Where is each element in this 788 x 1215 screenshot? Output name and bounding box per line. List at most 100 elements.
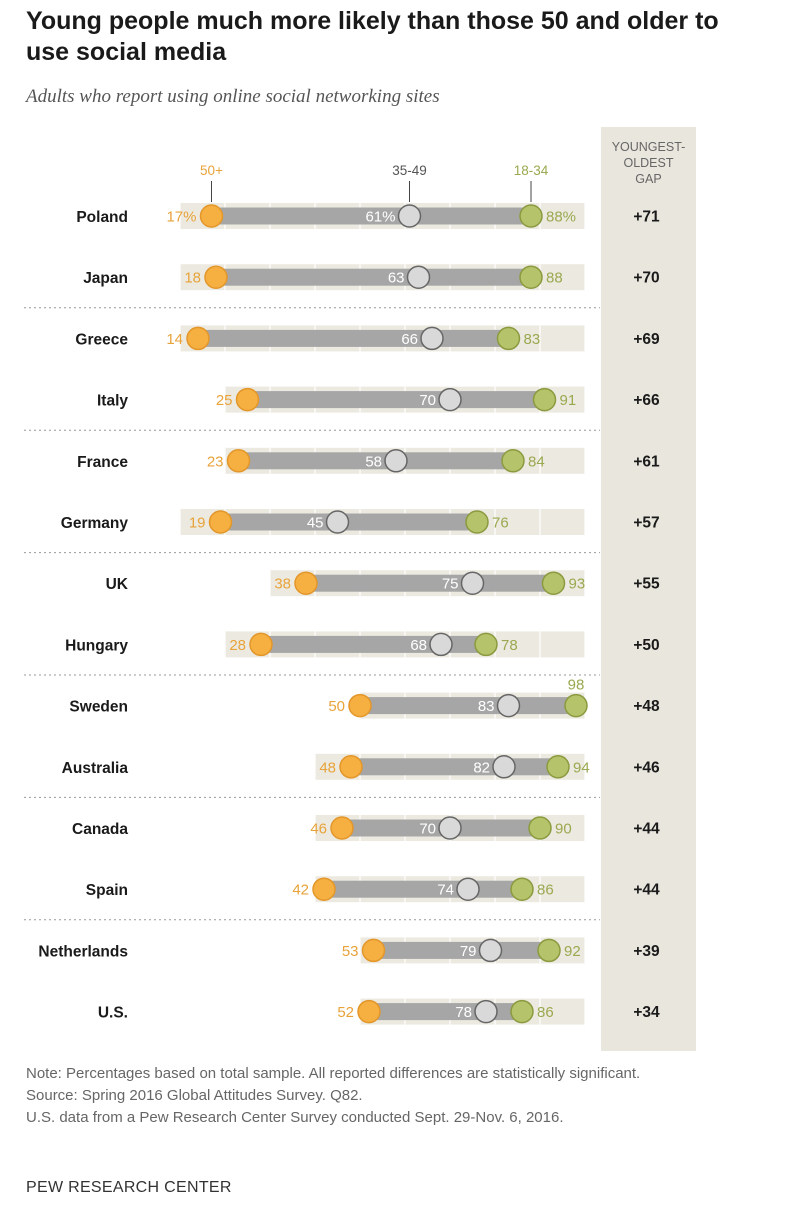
value-label-35-49: 75 <box>442 576 459 593</box>
dot-18-34 <box>532 387 557 412</box>
gap-value: +69 <box>633 331 660 348</box>
value-label-50-plus: 25 <box>216 392 233 409</box>
gap-value: +66 <box>633 392 660 409</box>
dot-18-34 <box>537 938 561 963</box>
chart-title: Young people much more likely than those… <box>26 7 719 66</box>
gap-value: +50 <box>633 637 659 654</box>
dot-18-34 <box>564 693 588 718</box>
value-label-50-plus: 28 <box>229 637 246 654</box>
dot-50-plus <box>339 755 363 779</box>
dot-50-plus <box>186 326 210 351</box>
gap-header-label: GAP <box>635 172 661 186</box>
gap-value: +71 <box>633 209 660 226</box>
country-label: U.S. <box>98 1005 128 1022</box>
value-label-50-plus: 53 <box>342 943 359 960</box>
value-label-35-49: 74 <box>437 882 454 899</box>
range-bar <box>216 268 531 286</box>
dot-18-34 <box>465 510 489 534</box>
country-label: Australia <box>62 760 129 777</box>
gap-header-label: OLDEST <box>623 156 673 170</box>
country-row: Greece 66 14 83 +69 <box>24 307 660 352</box>
country-label: Netherlands <box>38 943 128 960</box>
value-label-18-34: 91 <box>560 392 577 409</box>
dot-50-plus <box>361 938 386 963</box>
country-label: Germany <box>61 515 129 532</box>
value-label-35-49: 63 <box>388 270 405 287</box>
value-label-50-plus: 46 <box>310 821 327 838</box>
dot-35-49 <box>325 510 350 534</box>
value-label-35-49: 70 <box>419 821 436 838</box>
value-label-50-plus: 19 <box>189 515 206 532</box>
value-label-50-plus: 48 <box>319 759 336 776</box>
value-label-18-34: 92 <box>564 943 581 960</box>
dot-50-plus <box>199 204 224 228</box>
value-label-18-34: 90 <box>555 821 572 838</box>
country-row: Hungary 68 28 78 +50 <box>65 631 660 658</box>
value-label-18-34: 88 <box>546 270 563 287</box>
dot-35-49 <box>406 265 431 289</box>
series-label: 50+ <box>200 163 223 178</box>
value-label-18-34: 86 <box>537 882 554 899</box>
dot-50-plus <box>330 816 354 840</box>
dot-18-34 <box>519 204 543 228</box>
dot-18-34 <box>541 571 566 595</box>
country-label: Sweden <box>69 699 128 716</box>
dot-18-34 <box>528 816 552 840</box>
dot-18-34 <box>501 449 525 473</box>
series-label: 35-49 <box>392 163 427 178</box>
range-bar <box>373 941 549 959</box>
value-label-50-plus: 14 <box>166 331 183 348</box>
country-row: Poland 61% 17% 88% +71 <box>76 203 660 229</box>
dot-35-49 <box>496 693 521 718</box>
country-label: Poland <box>76 209 128 226</box>
series-label: 18-34 <box>514 163 549 178</box>
value-label-35-49: 70 <box>419 392 436 409</box>
country-row: Italy 70 25 91 +66 <box>97 386 660 413</box>
value-label-50-plus: 50 <box>328 698 345 715</box>
value-label-18-34: 76 <box>492 515 509 532</box>
range-bar <box>360 697 576 715</box>
gap-column-bg <box>601 127 696 1051</box>
dot-18-34 <box>496 326 521 351</box>
dot-50-plus <box>348 693 372 718</box>
dot-35-49 <box>429 632 453 657</box>
value-label-18-34: 88% <box>546 209 576 226</box>
dot-18-34 <box>519 265 543 289</box>
gap-value: +34 <box>633 1004 660 1021</box>
brand-logo-text: PEW RESEARCH CENTER <box>26 1179 232 1196</box>
dot-50-plus <box>204 265 228 289</box>
value-label-50-plus: 38 <box>274 576 291 593</box>
value-label-18-34: 93 <box>569 576 586 593</box>
dot-35-49 <box>492 755 516 779</box>
country-label: Japan <box>83 270 128 287</box>
value-label-35-49: 61% <box>365 209 395 226</box>
value-label-35-49: 66 <box>401 331 418 348</box>
gap-value: +55 <box>633 576 660 593</box>
dot-50-plus <box>226 449 251 473</box>
country-row: Japan 63 18 88 +70 <box>83 264 660 291</box>
value-label-35-49: 78 <box>455 1004 472 1021</box>
country-row: Sweden 83 50 98 +48 <box>24 674 660 719</box>
dot-50-plus <box>294 571 318 595</box>
dot-50-plus <box>249 632 273 657</box>
country-row: Germany 45 19 76 +57 <box>61 509 660 535</box>
gap-value: +57 <box>633 515 659 532</box>
value-label-50-plus: 18 <box>184 270 201 287</box>
gap-header-label: YOUNGEST- <box>612 140 686 154</box>
dot-18-34 <box>510 999 534 1024</box>
dot-50-plus <box>312 877 336 901</box>
gap-value: +46 <box>633 759 660 776</box>
country-row: France 58 23 84 +61 <box>24 429 660 474</box>
dot-18-34 <box>510 877 534 901</box>
value-label-35-49: 82 <box>473 759 490 776</box>
range-bar <box>211 207 531 225</box>
country-row: UK 75 38 93 +55 <box>24 552 660 597</box>
dot-18-34 <box>546 755 570 779</box>
value-label-50-plus: 52 <box>337 1004 354 1021</box>
country-row: Australia 82 48 94 +46 <box>62 753 660 780</box>
dot-50-plus <box>357 999 381 1024</box>
value-label-50-plus: 17% <box>166 209 196 226</box>
range-bar <box>324 880 522 898</box>
range-bar <box>198 329 509 347</box>
country-label: France <box>77 454 128 471</box>
